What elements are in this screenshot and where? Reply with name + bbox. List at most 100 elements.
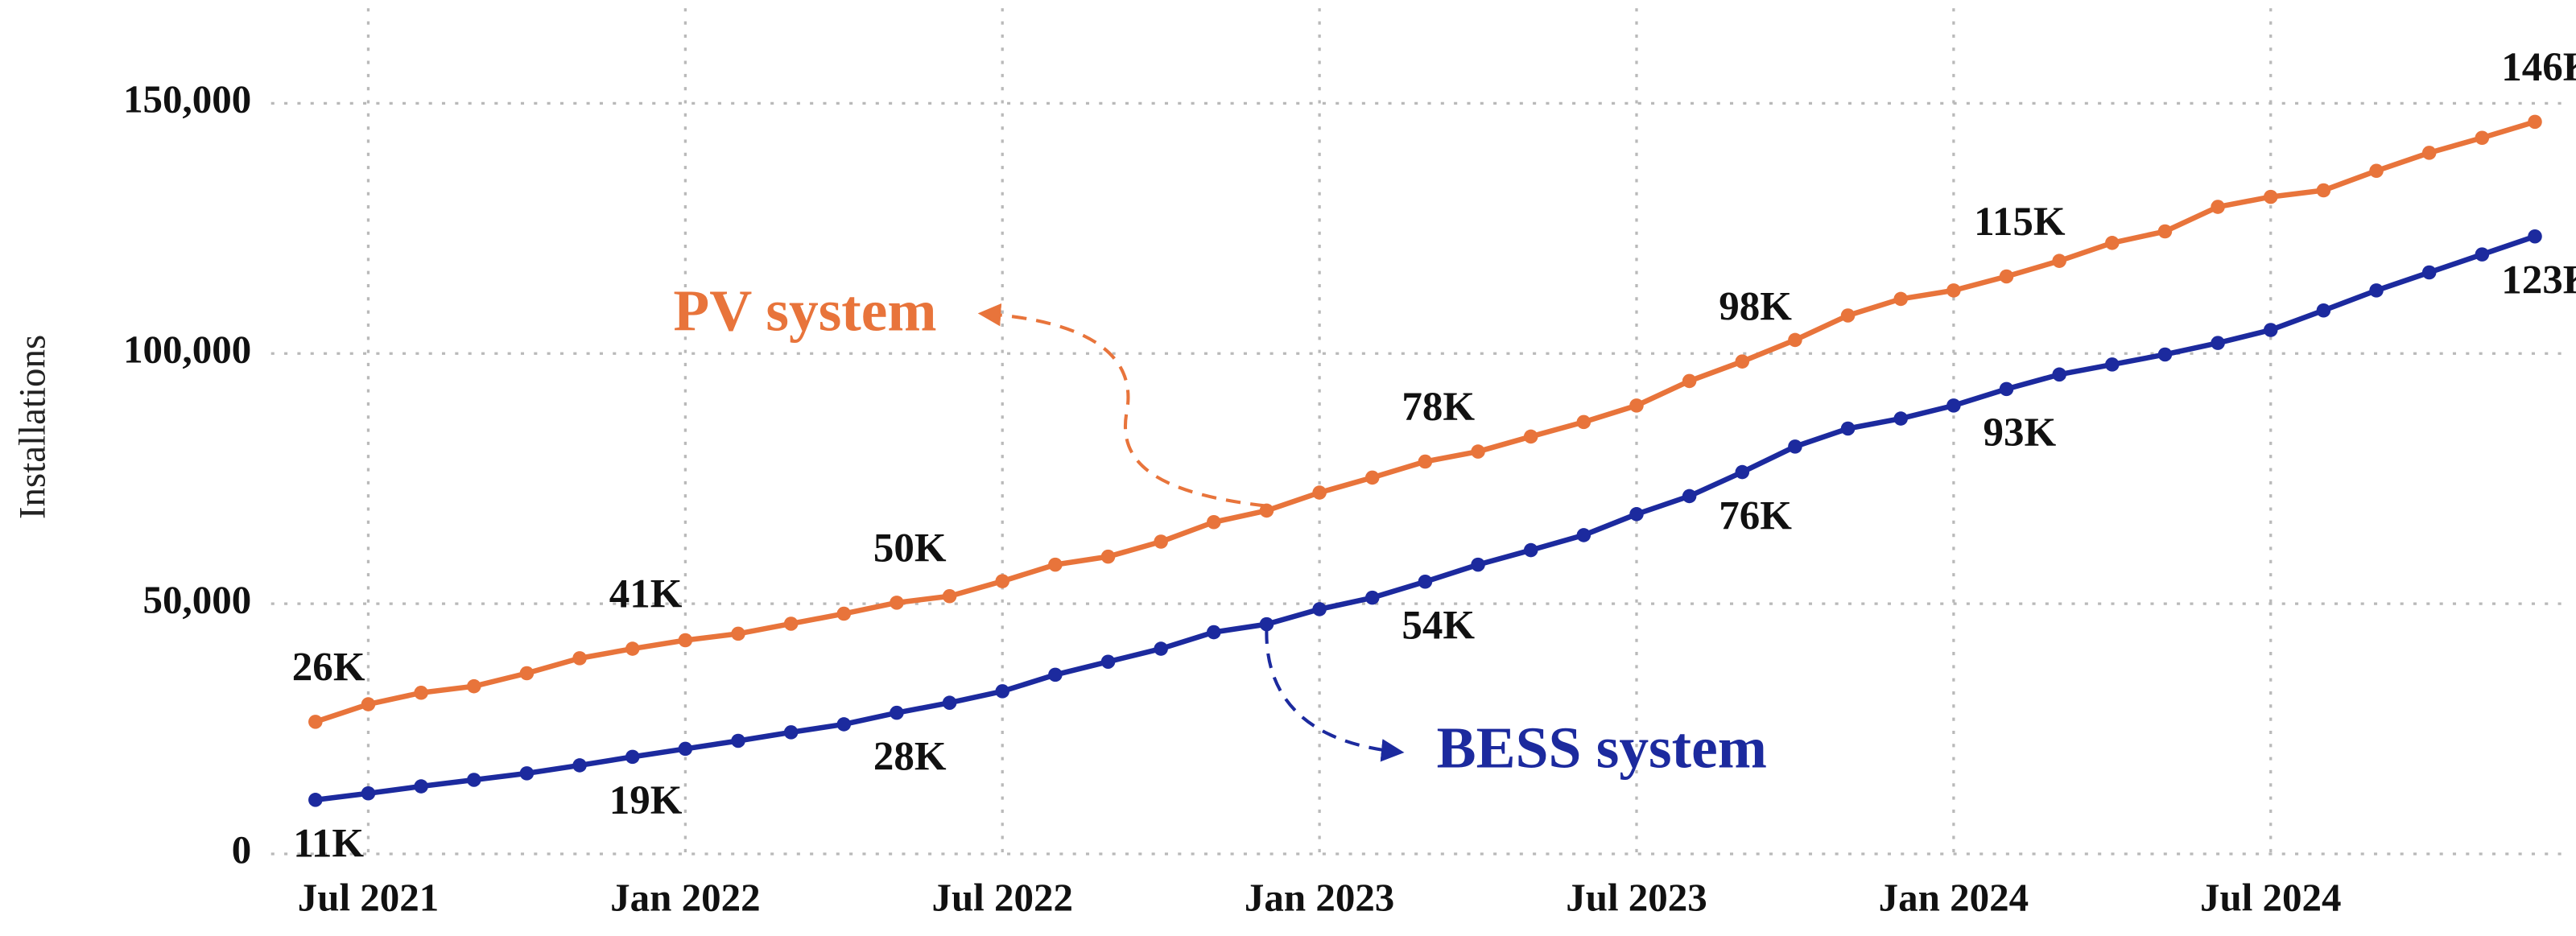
data-point (1946, 283, 1961, 298)
data-point (1364, 470, 1380, 485)
x-tick-label: Jan 2022 (610, 875, 760, 919)
data-point (1893, 411, 1908, 426)
data-point (890, 705, 904, 720)
value-label: 76K (1719, 493, 1792, 538)
data-point (308, 793, 323, 807)
y-tick-label: 50,000 (143, 577, 252, 621)
data-point (1629, 398, 1644, 413)
data-point (2369, 283, 2384, 298)
data-point (1418, 454, 1433, 469)
y-tick-label: 0 (232, 827, 251, 872)
data-point (361, 697, 376, 711)
data-point (942, 589, 957, 604)
data-point (1840, 421, 1856, 436)
data-point (1999, 381, 2014, 397)
data-point (2263, 189, 2278, 204)
value-label: 78K (1402, 385, 1475, 430)
y-axis-label: Installations (12, 335, 54, 519)
data-point (942, 695, 957, 710)
data-point (1893, 291, 1908, 307)
data-point (1735, 464, 1750, 480)
data-point (2105, 357, 2120, 372)
data-point (678, 741, 693, 757)
data-point (625, 641, 640, 656)
data-point (1523, 429, 1538, 444)
data-point (361, 785, 376, 801)
value-label: 54K (1402, 604, 1475, 649)
data-point (2263, 323, 2278, 337)
data-point (890, 596, 904, 610)
x-tick-label: Jul 2024 (2200, 875, 2342, 919)
data-point (2369, 163, 2384, 179)
data-point (2157, 347, 2173, 362)
data-point (1364, 590, 1380, 605)
data-point (678, 633, 693, 648)
data-point (1576, 528, 1591, 542)
data-point (1259, 616, 1274, 632)
data-point (1100, 549, 1116, 564)
data-point (836, 606, 852, 621)
data-point (1999, 269, 2014, 284)
data-point (467, 678, 481, 694)
bess-annotation-arrow (1265, 629, 1405, 762)
data-point (1629, 507, 1644, 522)
data-point (1471, 444, 1485, 459)
data-point (519, 766, 535, 781)
data-point (1048, 557, 1063, 572)
data-point (1207, 625, 1221, 640)
data-point (2211, 336, 2225, 350)
data-point (1471, 557, 1485, 572)
y-tick-label: 100,000 (123, 327, 251, 371)
data-point (1154, 534, 1168, 549)
data-point (2105, 236, 2120, 250)
value-label: 146K (2501, 45, 2576, 90)
data-point (414, 686, 428, 700)
data-point (625, 749, 640, 765)
data-point (2052, 367, 2066, 382)
data-point (2475, 247, 2490, 262)
data-point (2421, 265, 2437, 280)
series-line (315, 233, 2537, 803)
data-point (2528, 114, 2542, 130)
data-point (783, 616, 799, 631)
data-point (1154, 641, 1168, 656)
value-label: 26K (292, 645, 365, 690)
data-point (1312, 485, 1327, 500)
grid: 0 50,000 100,000 150,000 Jul 2021 Jan 2022 Jul… (123, 8, 2563, 919)
data-point (783, 725, 799, 740)
data-point (995, 684, 1010, 699)
data-point (1048, 667, 1063, 682)
legend-label: PV system (673, 278, 936, 344)
data-point (1523, 542, 1538, 558)
data-point (1418, 574, 1433, 589)
value-label: 50K (873, 526, 947, 571)
data-point (2528, 229, 2542, 244)
data-point (836, 717, 852, 732)
data-point (467, 773, 481, 787)
data-point (1788, 332, 1802, 348)
value-label: 28K (873, 735, 947, 780)
series: 26K 41K 50K 78K 98K 115K 146K PV system 11K 19K 28… (292, 45, 2576, 867)
data-point (1788, 439, 1802, 454)
value-label: 93K (1984, 410, 2057, 456)
data-point (995, 574, 1010, 588)
pv-annotation-arrow (977, 303, 1265, 508)
x-tick-label: Jul 2023 (1566, 875, 1707, 919)
x-tick-label: Jul 2022 (931, 875, 1073, 919)
data-point (2421, 146, 2437, 160)
data-point (731, 733, 745, 748)
value-label: 11K (293, 822, 364, 867)
data-point (1259, 503, 1274, 518)
x-tick-label: Jul 2021 (298, 875, 440, 919)
data-point (1312, 602, 1327, 616)
data-point (572, 758, 587, 773)
value-label: 19K (609, 778, 683, 823)
data-point (2316, 303, 2331, 318)
x-tick-label: Jan 2024 (1879, 875, 2029, 919)
data-point (2316, 183, 2331, 198)
data-point (572, 651, 587, 666)
value-label: 115K (1974, 200, 2066, 245)
data-point (2157, 224, 2173, 239)
data-point (731, 626, 745, 641)
